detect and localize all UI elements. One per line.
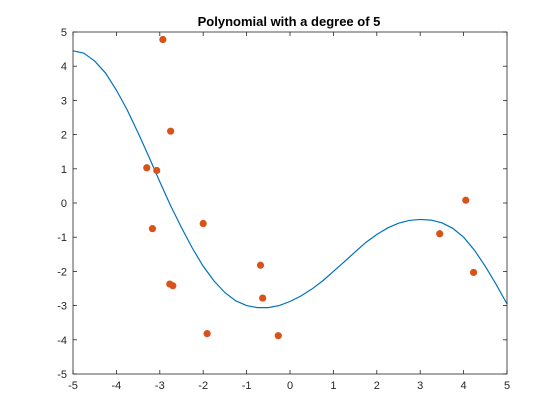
- x-tick-label: 2: [374, 380, 380, 392]
- x-tick-label: -4: [112, 380, 122, 392]
- x-tick-label: -5: [68, 380, 78, 392]
- y-tick-label: 5: [61, 27, 67, 39]
- y-tick-label: 1: [61, 164, 67, 176]
- y-tick-label: 0: [61, 198, 67, 210]
- y-tick-label: -2: [57, 266, 67, 278]
- x-tick-label: 1: [330, 380, 336, 392]
- y-tick-label: 4: [61, 61, 67, 73]
- data-points-layer: [143, 35, 478, 340]
- data-point: [167, 127, 175, 135]
- axes-layer: -5 -4 -3 -2 -1 0 1 2 3 4 5 -5 -4 -3 -2 -1 0 1 2 3 4 5: [57, 27, 510, 392]
- axes-background: [73, 32, 507, 374]
- data-point: [199, 219, 207, 228]
- y-tick-label: -4: [57, 335, 67, 347]
- x-tick-label: 4: [461, 380, 467, 392]
- x-tick-label: 5: [504, 380, 510, 392]
- data-point: [469, 268, 478, 277]
- y-tick-label: -3: [57, 301, 67, 313]
- data-point: [148, 225, 157, 233]
- data-point: [169, 282, 177, 290]
- x-tick-label: -3: [155, 380, 165, 392]
- fitted-curve-layer: [72, 50, 508, 309]
- chart-title: Polynomial with a degree of 5: [198, 14, 381, 29]
- data-point: [203, 330, 211, 338]
- x-tick-label: 0: [287, 380, 293, 392]
- data-point: [153, 166, 161, 175]
- x-tick-label: -2: [198, 380, 208, 392]
- y-tick-label: -5: [57, 369, 67, 381]
- fit-curve-line: [72, 50, 508, 309]
- y-tick-label: 3: [61, 95, 67, 107]
- data-point: [436, 230, 444, 238]
- y-tick-label: 2: [61, 130, 67, 142]
- data-point: [256, 261, 265, 269]
- data-point: [274, 332, 282, 340]
- data-point: [259, 294, 267, 302]
- data-point: [462, 196, 470, 204]
- y-tick-label: -1: [57, 232, 67, 244]
- x-tick-label: -1: [242, 380, 252, 392]
- data-point: [143, 164, 151, 172]
- plot-area: [73, 32, 507, 374]
- x-tick-label: 3: [417, 380, 423, 392]
- data-point: [159, 35, 167, 44]
